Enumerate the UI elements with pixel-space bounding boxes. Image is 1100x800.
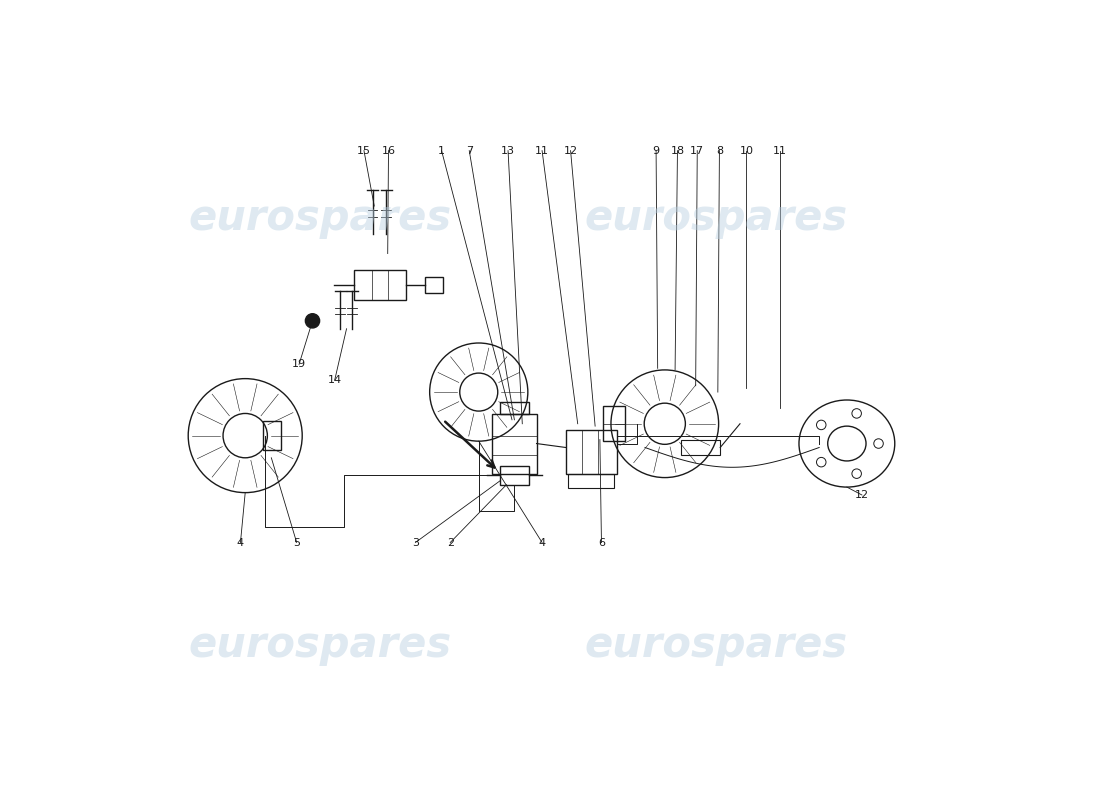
Text: 1: 1 — [438, 146, 446, 156]
Bar — [603, 406, 625, 441]
Text: eurospares: eurospares — [189, 625, 452, 666]
Text: eurospares: eurospares — [189, 197, 452, 239]
Bar — [263, 422, 280, 450]
Text: 2: 2 — [447, 538, 454, 547]
Text: 4: 4 — [236, 538, 244, 547]
Text: 19: 19 — [292, 359, 306, 370]
Text: 17: 17 — [690, 146, 704, 156]
Bar — [492, 414, 537, 474]
Text: 15: 15 — [358, 146, 371, 156]
Text: 6: 6 — [598, 538, 605, 547]
Bar — [500, 402, 529, 414]
Bar — [426, 278, 442, 293]
Bar — [500, 466, 529, 485]
Text: 11: 11 — [535, 146, 549, 156]
Text: 4: 4 — [539, 538, 546, 547]
Text: 16: 16 — [382, 146, 396, 156]
Text: 12: 12 — [563, 146, 578, 156]
Bar — [569, 474, 614, 488]
Text: 11: 11 — [772, 146, 786, 156]
Text: 3: 3 — [411, 538, 419, 547]
Bar — [354, 270, 406, 300]
Text: 7: 7 — [465, 146, 473, 156]
Circle shape — [306, 314, 320, 328]
Text: 5: 5 — [294, 538, 300, 547]
Text: 13: 13 — [500, 146, 515, 156]
Text: eurospares: eurospares — [585, 625, 848, 666]
Bar — [565, 430, 617, 474]
Bar — [681, 439, 720, 455]
Text: 8: 8 — [716, 146, 723, 156]
Text: 10: 10 — [739, 146, 754, 156]
Text: 14: 14 — [328, 375, 342, 386]
Text: 9: 9 — [652, 146, 660, 156]
Text: 18: 18 — [670, 146, 684, 156]
Text: 12: 12 — [855, 490, 869, 500]
Text: eurospares: eurospares — [585, 197, 848, 239]
